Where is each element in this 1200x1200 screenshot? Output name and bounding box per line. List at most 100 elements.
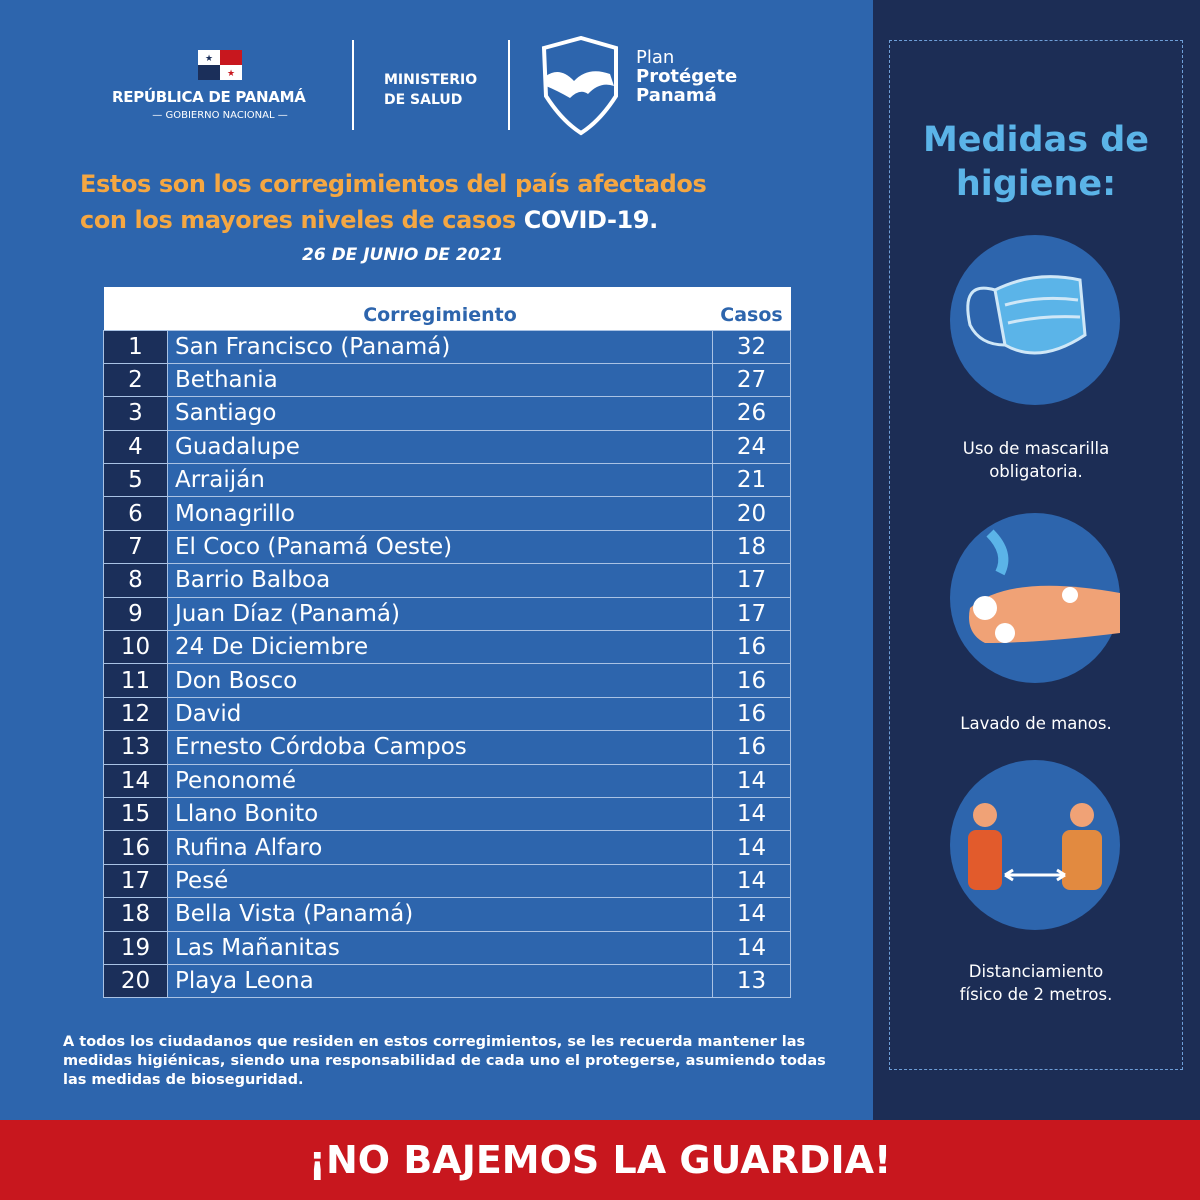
name-cell: Llano Bonito <box>167 796 713 832</box>
cases-cell: 14 <box>712 796 791 832</box>
rank-cell: 19 <box>103 930 168 965</box>
name-cell: Bethania <box>167 362 713 398</box>
rank-cell: 3 <box>103 396 168 431</box>
cases-cell: 14 <box>712 763 791 798</box>
cases-cell: 16 <box>712 630 791 665</box>
rank-cell: 15 <box>103 796 168 832</box>
name-cell: Penonomé <box>167 763 713 798</box>
cases-cell: 20 <box>712 496 791 531</box>
table-row: 16 Rufina Alfaro 14 <box>103 830 791 865</box>
cases-cell: 26 <box>712 396 791 431</box>
name-cell: Arraiján <box>167 463 713 498</box>
hygiene-title: Medidas de higiene: <box>922 120 1150 204</box>
name-cell: Bella Vista (Panamá) <box>167 897 713 932</box>
name-cell: San Francisco (Panamá) <box>167 329 713 364</box>
social-distance-icon <box>950 760 1120 930</box>
cases-table: Corregimiento Casos 1 San Francisco (Panam… <box>103 287 791 999</box>
rank-cell: 12 <box>103 696 168 732</box>
table-row: 12 David 16 <box>103 696 791 732</box>
table-row: 10 24 De Diciembre 16 <box>103 630 791 665</box>
cases-cell: 18 <box>712 529 791 565</box>
table-row: 19 Las Mañanitas 14 <box>103 930 791 965</box>
cases-cell: 14 <box>712 830 791 865</box>
rank-cell: 16 <box>103 830 168 865</box>
rank-cell: 6 <box>103 496 168 531</box>
cases-cell: 14 <box>712 930 791 965</box>
table-row: 8 Barrio Balboa 17 <box>103 563 791 598</box>
name-cell: Juan Díaz (Panamá) <box>167 596 713 632</box>
name-cell: Las Mañanitas <box>167 930 713 965</box>
footer-note: A todos los ciudadanos que residen en es… <box>63 1034 826 1088</box>
divider <box>352 40 354 130</box>
cases-cell: 14 <box>712 897 791 932</box>
cases-cell: 24 <box>712 429 791 465</box>
republica-label: REPÚBLICA DE PANAMÁ <box>112 88 306 106</box>
name-cell: Playa Leona <box>167 963 713 999</box>
name-cell: Don Bosco <box>167 663 713 698</box>
rank-cell: 8 <box>103 563 168 598</box>
caption-mask: Uso de mascarilla obligatoria. <box>962 439 1110 481</box>
name-cell: Guadalupe <box>167 429 713 465</box>
rank-cell: 1 <box>103 329 168 364</box>
rank-cell: 20 <box>103 963 168 999</box>
rank-cell: 11 <box>103 663 168 698</box>
hand-washing-icon <box>950 513 1120 683</box>
name-cell: 24 De Diciembre <box>167 630 713 665</box>
cases-cell: 14 <box>712 863 791 899</box>
rank-cell: 10 <box>103 630 168 665</box>
name-cell: Ernesto Córdoba Campos <box>167 730 713 765</box>
table-row: 20 Playa Leona 13 <box>103 963 791 999</box>
rank-cell: 7 <box>103 529 168 565</box>
table-row: 7 El Coco (Panamá Oeste) 18 <box>103 529 791 565</box>
plan-logo-text: Plan Protégete Panamá <box>636 47 738 106</box>
cases-cell: 16 <box>712 696 791 732</box>
banner: ¡NO BAJEMOS LA GUARDIA! <box>0 1120 1200 1200</box>
rank-cell: 4 <box>103 429 168 465</box>
rank-cell: 17 <box>103 863 168 899</box>
table-row: 5 Arraiján 21 <box>103 463 791 498</box>
name-cell: David <box>167 696 713 732</box>
svg-text:★: ★ <box>227 69 235 79</box>
table-row: 11 Don Bosco 16 <box>103 663 791 698</box>
table-row: 13 Ernesto Córdoba Campos 16 <box>103 730 791 765</box>
table-row: 18 Bella Vista (Panamá) 14 <box>103 897 791 932</box>
cases-cell: 17 <box>712 596 791 632</box>
ministerio-label: MINISTERIO DE SALUD <box>384 72 478 108</box>
table-row: 15 Llano Bonito 14 <box>103 796 791 832</box>
cases-cell: 21 <box>712 463 791 498</box>
caption-distance: Distanciamiento físico de 2 metros. <box>959 962 1113 1004</box>
cases-cell: 32 <box>712 329 791 364</box>
rank-cell: 14 <box>103 763 168 798</box>
divider <box>508 40 510 130</box>
name-cell: El Coco (Panamá Oeste) <box>167 529 713 565</box>
svg-text:★: ★ <box>205 54 213 64</box>
rank-cell: 13 <box>103 730 168 765</box>
cases-cell: 13 <box>712 963 791 999</box>
gobierno-label: — GOBIERNO NACIONAL — <box>152 110 288 121</box>
rank-cell: 5 <box>103 463 168 498</box>
name-cell: Santiago <box>167 396 713 431</box>
cases-cell: 16 <box>712 663 791 698</box>
date-label: 26 DE JUNIO DE 2021 <box>302 245 504 265</box>
table-row: 6 Monagrillo 20 <box>103 496 791 531</box>
page-title: Estos son los corregimientos del país af… <box>80 170 707 234</box>
cases-cell: 16 <box>712 730 791 765</box>
table-row: 9 Juan Díaz (Panamá) 17 <box>103 596 791 632</box>
header-casos: Casos <box>712 287 791 330</box>
name-cell: Pesé <box>167 863 713 899</box>
header-corregimiento: Corregimiento <box>167 287 713 330</box>
table-row: 1 San Francisco (Panamá) 32 <box>103 329 791 364</box>
shield-logo-icon <box>541 36 618 136</box>
face-mask-icon <box>950 235 1120 405</box>
table-row: 2 Bethania 27 <box>103 362 791 398</box>
rank-cell: 18 <box>103 897 168 932</box>
name-cell: Barrio Balboa <box>167 563 713 598</box>
cases-cell: 27 <box>712 362 791 398</box>
panama-flag-icon: ★★ <box>198 50 242 80</box>
panel-border <box>889 40 1183 1070</box>
caption-handwash: Lavado de manos. <box>960 714 1112 733</box>
name-cell: Monagrillo <box>167 496 713 531</box>
name-cell: Rufina Alfaro <box>167 830 713 865</box>
table-row: 4 Guadalupe 24 <box>103 429 791 465</box>
table-row: 17 Pesé 14 <box>103 863 791 899</box>
